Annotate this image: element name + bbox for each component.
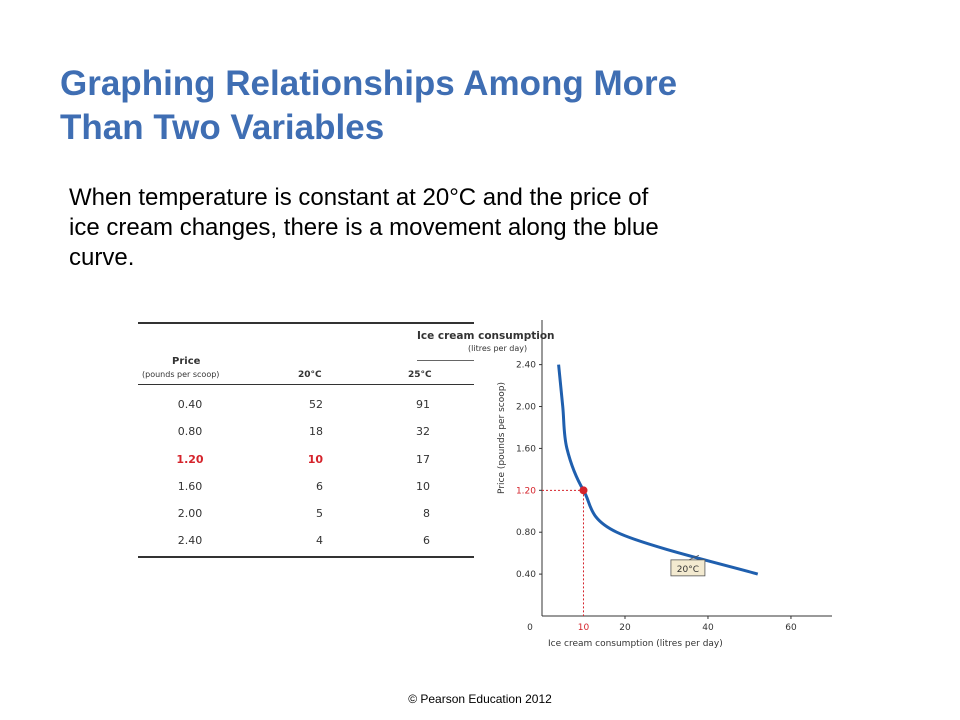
y-axis-label: Price (pounds per scoop) (497, 382, 507, 494)
copyright-footer: © Pearson Education 2012 (408, 692, 552, 706)
c25-cell: 32 (416, 425, 430, 438)
x-tick-label: 60 (785, 623, 797, 633)
price-cell: 2.00 (177, 507, 203, 520)
price-header: Price (172, 356, 201, 367)
y-tick-label: 0.80 (516, 528, 536, 538)
body-line-1: When temperature is constant at 20°C and… (69, 184, 649, 211)
x-axis-label: Ice cream consumption (litres per day) (548, 639, 723, 649)
highlight-point (579, 486, 588, 495)
x-tick-label: 20 (619, 623, 631, 633)
body-line-3: curve. (69, 244, 135, 271)
series-label-leader (688, 554, 700, 561)
c25-cell: 91 (416, 398, 430, 411)
y-tick-label: 0.40 (516, 570, 536, 580)
c20-cell: 18 (309, 425, 323, 438)
price-cell: 0.40 (177, 398, 203, 411)
demand-curve-20c (557, 364, 759, 576)
c20-cell: 52 (309, 398, 323, 411)
slide-title: Graphing Relationships Among More Than T… (60, 62, 920, 150)
table-bottom-rule (138, 556, 474, 558)
slide-title-line-1: Graphing Relationships Among More (60, 64, 678, 103)
group-header: Ice cream consumption (417, 330, 555, 342)
ice-cream-table: Ice cream consumption (litres per day) P… (138, 316, 555, 559)
series-label-box (670, 559, 706, 577)
c20-cell: 5 (316, 507, 323, 520)
c25-cell: 6 (423, 534, 430, 547)
y-tick-label: 2.00 (516, 403, 536, 413)
c25-cell: 8 (423, 507, 430, 520)
group-unit: (litres per day) (468, 344, 528, 353)
table-top-rule (138, 322, 474, 324)
slide-title-line-2: Than Two Variables (60, 108, 385, 147)
y-tick-label: 2.40 (516, 361, 536, 371)
x-tick-label-highlighted: 10 (578, 623, 590, 633)
c20-cell: 4 (316, 534, 323, 547)
series-label: 20°C (677, 565, 699, 575)
y-tick-label: 1.60 (516, 444, 536, 454)
price-cell-highlighted: 1.20 (176, 453, 204, 466)
body-line-2: ice cream changes, there is a movement a… (69, 214, 659, 241)
c25-cell: 10 (416, 480, 430, 493)
y-tick-label: 1.20 (516, 486, 536, 496)
slide-body: When temperature is constant at 20°C and… (69, 183, 869, 273)
price-cell: 2.40 (177, 534, 203, 547)
x-tick-label: 40 (702, 623, 714, 633)
col-25-header: 25°C (408, 370, 432, 380)
demand-chart: 0.40 0.80 1.20 1.60 2.00 2.40 0 20 40 60 10 Ice cre… (497, 320, 832, 649)
c20-cell: 6 (316, 480, 323, 493)
price-unit: (pounds per scoop) (142, 370, 220, 379)
price-cell: 1.60 (177, 480, 203, 493)
c25-cell: 17 (416, 453, 430, 466)
x-tick-label: 0 (527, 623, 533, 633)
c20-cell-highlighted: 10 (307, 453, 323, 466)
price-cell: 0.80 (177, 425, 203, 438)
col-20-header: 20°C (298, 370, 322, 380)
table-header-rule (138, 384, 474, 385)
group-rule (417, 360, 474, 361)
